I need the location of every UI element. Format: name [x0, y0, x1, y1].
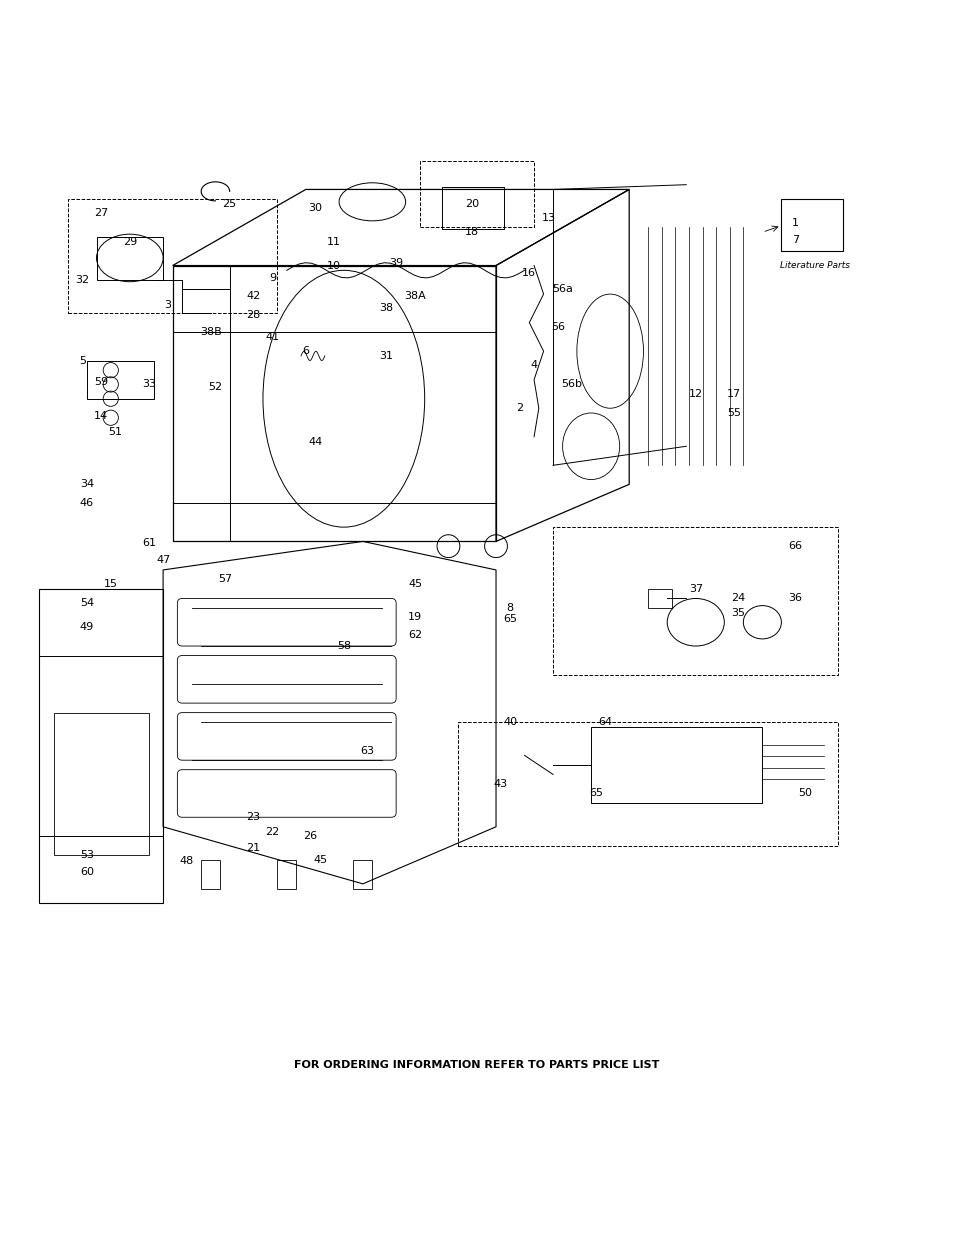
- Text: FOR ORDERING INFORMATION REFER TO PARTS PRICE LIST: FOR ORDERING INFORMATION REFER TO PARTS …: [294, 1060, 659, 1070]
- Bar: [419, 161, 534, 227]
- Text: 7: 7: [791, 235, 799, 245]
- Text: 65: 65: [503, 614, 517, 625]
- Bar: [553, 527, 838, 674]
- Text: 35: 35: [731, 608, 745, 618]
- Text: 33: 33: [142, 379, 155, 389]
- Text: 21: 21: [246, 842, 260, 852]
- Text: 26: 26: [303, 831, 317, 841]
- Text: 6: 6: [302, 346, 309, 356]
- Text: Literature Parts: Literature Parts: [779, 261, 849, 269]
- Text: 5: 5: [79, 356, 86, 366]
- Text: 58: 58: [336, 641, 351, 651]
- Text: 2: 2: [516, 404, 523, 414]
- Text: 56b: 56b: [561, 379, 582, 389]
- Text: 10: 10: [327, 261, 341, 270]
- Text: 43: 43: [494, 779, 507, 789]
- Text: 57: 57: [217, 574, 232, 584]
- Text: 51: 51: [109, 427, 122, 437]
- Text: 62: 62: [408, 630, 422, 640]
- Bar: [353, 860, 372, 889]
- Text: 14: 14: [94, 411, 109, 421]
- Text: 1: 1: [791, 217, 799, 227]
- Text: 40: 40: [502, 718, 517, 727]
- Text: 20: 20: [465, 199, 478, 209]
- Text: 17: 17: [726, 389, 740, 399]
- Text: 41: 41: [265, 332, 279, 342]
- Text: 31: 31: [379, 351, 394, 361]
- Text: 9: 9: [269, 273, 275, 283]
- Text: 42: 42: [246, 291, 260, 301]
- Bar: [441, 186, 503, 230]
- Text: 46: 46: [80, 499, 94, 509]
- Text: 56: 56: [550, 322, 564, 332]
- Text: 3: 3: [164, 300, 172, 310]
- Text: 30: 30: [308, 204, 322, 214]
- Text: 28: 28: [246, 310, 260, 320]
- Text: 16: 16: [522, 268, 536, 278]
- Bar: [591, 727, 761, 803]
- Text: 48: 48: [179, 856, 193, 866]
- Text: 32: 32: [75, 275, 90, 285]
- Text: 13: 13: [540, 212, 555, 224]
- Text: 38: 38: [379, 304, 394, 314]
- Text: 29: 29: [123, 237, 137, 247]
- Text: 66: 66: [788, 541, 801, 551]
- Text: 38A: 38A: [404, 291, 426, 301]
- Text: 45: 45: [313, 855, 327, 864]
- Text: 47: 47: [155, 556, 170, 566]
- Text: 64: 64: [598, 718, 612, 727]
- Text: 55: 55: [726, 408, 740, 417]
- Text: 27: 27: [94, 209, 109, 219]
- Bar: [457, 722, 838, 846]
- Text: 44: 44: [308, 436, 322, 447]
- Bar: [781, 199, 842, 251]
- Text: 19: 19: [408, 613, 422, 622]
- Text: 18: 18: [465, 227, 478, 237]
- Text: 36: 36: [788, 594, 801, 604]
- Text: 49: 49: [80, 622, 94, 632]
- Text: 59: 59: [94, 377, 109, 387]
- Text: 56a: 56a: [552, 284, 573, 294]
- Bar: [96, 237, 163, 280]
- Text: 34: 34: [80, 479, 94, 489]
- Text: 50: 50: [798, 788, 811, 799]
- Text: 15: 15: [104, 579, 117, 589]
- Text: 24: 24: [731, 594, 745, 604]
- Text: 63: 63: [360, 746, 375, 756]
- Text: 23: 23: [246, 813, 260, 823]
- Text: 65: 65: [588, 788, 602, 799]
- Bar: [53, 713, 149, 856]
- Text: 4: 4: [530, 361, 537, 370]
- Text: 54: 54: [80, 598, 94, 608]
- Bar: [277, 860, 296, 889]
- Bar: [68, 199, 277, 314]
- Text: 61: 61: [142, 538, 155, 548]
- Text: 60: 60: [80, 867, 94, 877]
- Text: 53: 53: [80, 851, 94, 861]
- Bar: [647, 589, 671, 608]
- Text: 52: 52: [208, 383, 222, 393]
- Text: 8: 8: [506, 603, 514, 613]
- Text: 25: 25: [222, 199, 236, 209]
- Text: 11: 11: [327, 237, 341, 247]
- Text: 37: 37: [688, 584, 702, 594]
- Bar: [201, 860, 220, 889]
- Text: 22: 22: [265, 827, 279, 837]
- Text: 38B: 38B: [199, 327, 221, 337]
- Text: 45: 45: [408, 579, 422, 589]
- Text: 12: 12: [688, 389, 702, 399]
- Text: 39: 39: [389, 258, 403, 268]
